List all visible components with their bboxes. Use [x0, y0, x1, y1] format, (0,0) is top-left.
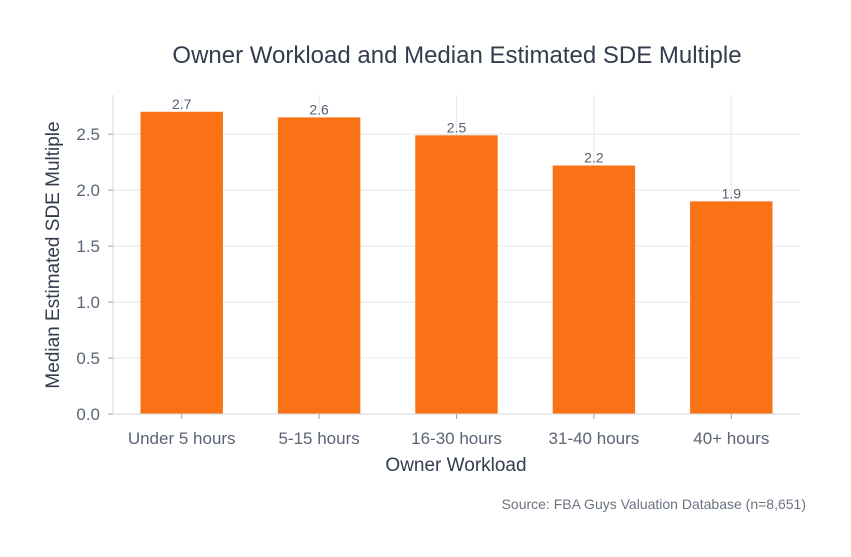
y-axis-label: Median Estimated SDE Multiple [43, 121, 64, 388]
y-tick-label: 1.5 [76, 237, 100, 256]
data-label: 1.9 [722, 185, 742, 201]
y-tick-label: 0.5 [76, 349, 100, 368]
x-tick-label: 5-15 hours [278, 429, 359, 448]
bar [552, 165, 636, 414]
bar [415, 135, 498, 414]
bar [140, 111, 223, 414]
x-tick-layer: Under 5 hours 5-15 hours 16-30 hours 31-40 … [128, 414, 769, 448]
source-note: Source: FBA Guys Valuation Database (n=8… [502, 496, 806, 512]
y-tick-label: 1.0 [76, 293, 100, 312]
y-tick-label: 0.0 [76, 405, 100, 424]
data-label: 2.5 [447, 119, 467, 135]
bar [277, 117, 361, 415]
bar [690, 201, 773, 414]
x-tick-label: Under 5 hours [128, 429, 236, 448]
data-label: 2.6 [309, 101, 329, 117]
x-tick-label: 16-30 hours [411, 429, 502, 448]
data-label: 2.7 [172, 96, 192, 112]
data-label-layer: 2.7 2.6 2.5 2.2 1.9 [172, 96, 741, 202]
y-tick-label: 2.5 [76, 125, 100, 144]
bar-layer [140, 111, 773, 415]
data-label: 2.2 [584, 150, 604, 166]
x-tick-label: 40+ hours [693, 429, 769, 448]
x-tick-label: 31-40 hours [549, 429, 640, 448]
chart-title: Owner Workload and Median Estimated SDE … [172, 42, 741, 69]
y-tick-layer: 0.0 0.5 1.0 1.5 2.0 2.5 [76, 125, 113, 424]
x-axis-label: Owner Workload [385, 455, 526, 476]
y-tick-label: 2.0 [76, 181, 100, 200]
